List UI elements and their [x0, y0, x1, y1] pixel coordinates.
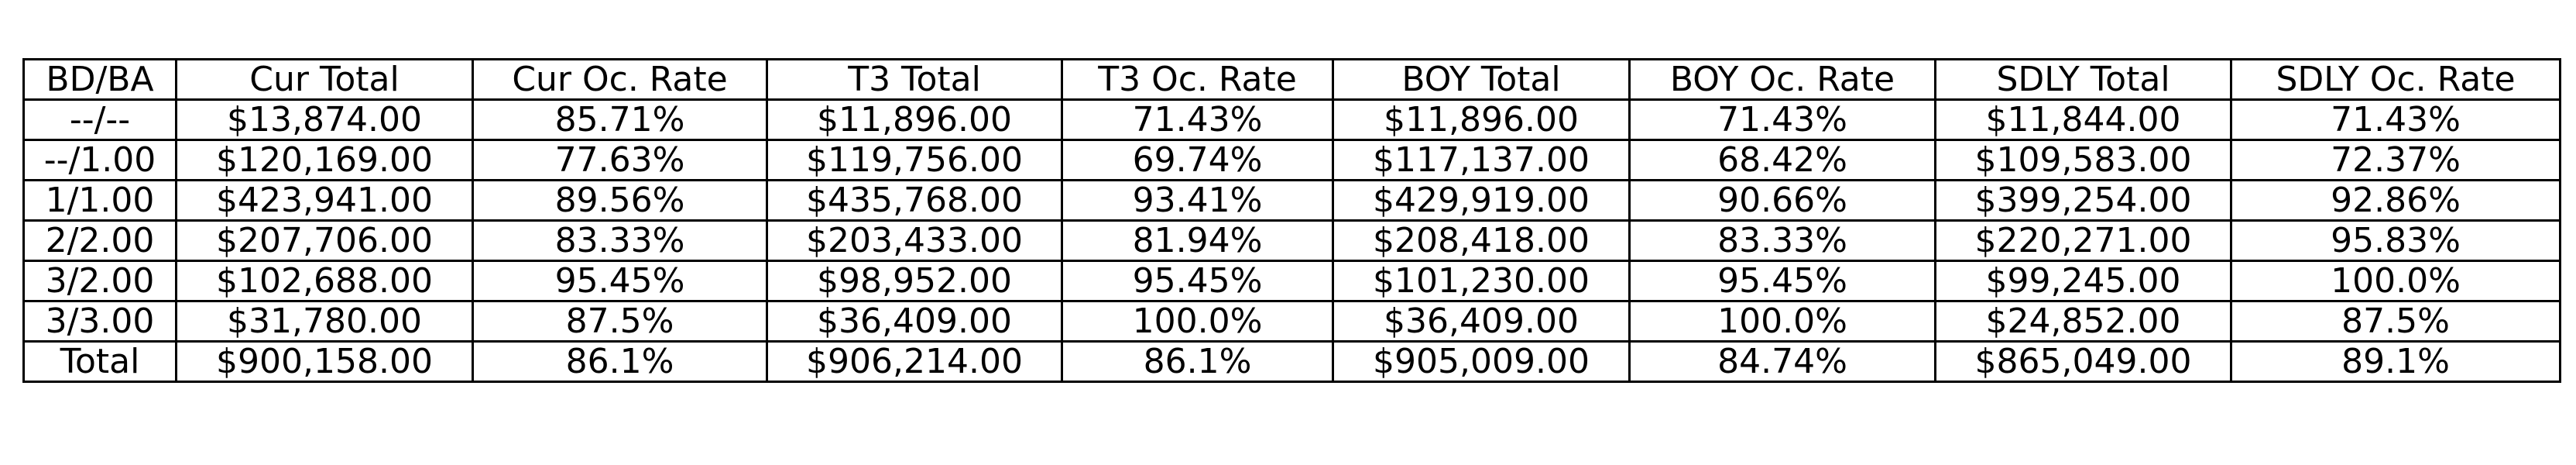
table-cell: $119,756.00: [766, 139, 1063, 181]
table-cell: 77.63%: [472, 139, 768, 181]
table-cell: 71.43%: [1061, 98, 1334, 141]
table-row: 3/3.00 $31,780.00 87.5% $36,409.00 100.0…: [22, 300, 2561, 343]
table-cell: 85.71%: [472, 98, 768, 141]
table-cell: $11,844.00: [1934, 98, 2232, 141]
table-row: --/1.00 $120,169.00 77.63% $119,756.00 6…: [22, 139, 2561, 181]
header-cell-sdly-total: SDLY Total: [1934, 58, 2232, 101]
table-cell: $36,409.00: [1332, 300, 1631, 343]
table-row: 3/2.00 $102,688.00 95.45% $98,952.00 95.…: [22, 260, 2561, 302]
table-cell: $865,049.00: [1934, 340, 2232, 383]
table-cell: 1/1.00: [22, 179, 177, 222]
table-cell: $905,009.00: [1332, 340, 1631, 383]
table-cell: $423,941.00: [175, 179, 474, 222]
table-cell: 89.56%: [472, 179, 768, 222]
table-cell: $435,768.00: [766, 179, 1063, 222]
table-cell: 81.94%: [1061, 219, 1334, 262]
table-cell: $399,254.00: [1934, 179, 2232, 222]
table-cell: 71.43%: [2230, 98, 2561, 141]
table-cell: Total: [22, 340, 177, 383]
table-cell: 89.1%: [2230, 340, 2561, 383]
table-cell: $117,137.00: [1332, 139, 1631, 181]
header-cell-boy-total: BOY Total: [1332, 58, 1631, 101]
table-cell: $208,418.00: [1332, 219, 1631, 262]
table-body: BD/BA Cur Total Cur Oc. Rate T3 Total T3…: [22, 58, 2561, 383]
table-cell: $101,230.00: [1332, 260, 1631, 302]
table-cell: $220,271.00: [1934, 219, 2232, 262]
table-cell: $207,706.00: [175, 219, 474, 262]
table-row: --/-- $13,874.00 85.71% $11,896.00 71.43…: [22, 98, 2561, 141]
table-cell: 87.5%: [2230, 300, 2561, 343]
header-cell-cur-total: Cur Total: [175, 58, 474, 101]
table-cell: $906,214.00: [766, 340, 1063, 383]
table-cell: 95.45%: [1061, 260, 1334, 302]
table-cell: $203,433.00: [766, 219, 1063, 262]
table-cell: 69.74%: [1061, 139, 1334, 181]
table-row: 2/2.00 $207,706.00 83.33% $203,433.00 81…: [22, 219, 2561, 262]
table-cell: 87.5%: [472, 300, 768, 343]
header-cell-bd-ba: BD/BA: [22, 58, 177, 101]
header-cell-cur-oc-rate: Cur Oc. Rate: [472, 58, 768, 101]
table-cell: 72.37%: [2230, 139, 2561, 181]
table-cell: 100.0%: [1061, 300, 1334, 343]
table-header-row: BD/BA Cur Total Cur Oc. Rate T3 Total T3…: [22, 58, 2561, 101]
table-cell: 95.45%: [1628, 260, 1936, 302]
header-cell-sdly-oc-rate: SDLY Oc. Rate: [2230, 58, 2561, 101]
table-cell: 68.42%: [1628, 139, 1936, 181]
table-cell: $11,896.00: [766, 98, 1063, 141]
header-cell-boy-oc-rate: BOY Oc. Rate: [1628, 58, 1936, 101]
table-cell: 95.45%: [472, 260, 768, 302]
table-cell: 2/2.00: [22, 219, 177, 262]
table-cell: $31,780.00: [175, 300, 474, 343]
table-cell: $24,852.00: [1934, 300, 2232, 343]
table-cell: $11,896.00: [1332, 98, 1631, 141]
table-cell: 93.41%: [1061, 179, 1334, 222]
table-cell: 83.33%: [1628, 219, 1936, 262]
table-cell: $102,688.00: [175, 260, 474, 302]
table-cell: $98,952.00: [766, 260, 1063, 302]
table-cell: --/--: [22, 98, 177, 141]
table-cell: $429,919.00: [1332, 179, 1631, 222]
table-cell: 84.74%: [1628, 340, 1936, 383]
table-row: 1/1.00 $423,941.00 89.56% $435,768.00 93…: [22, 179, 2561, 222]
table-cell: $13,874.00: [175, 98, 474, 141]
table-cell: 90.66%: [1628, 179, 1936, 222]
header-cell-t3-oc-rate: T3 Oc. Rate: [1061, 58, 1334, 101]
table-cell: 83.33%: [472, 219, 768, 262]
table-cell: 100.0%: [2230, 260, 2561, 302]
table-cell: --/1.00: [22, 139, 177, 181]
table-cell: $900,158.00: [175, 340, 474, 383]
table-cell: $36,409.00: [766, 300, 1063, 343]
table-cell: $99,245.00: [1934, 260, 2232, 302]
header-cell-t3-total: T3 Total: [766, 58, 1063, 101]
table-cell: 95.83%: [2230, 219, 2561, 262]
table-cell: 92.86%: [2230, 179, 2561, 222]
table-cell: 86.1%: [472, 340, 768, 383]
table-cell: 100.0%: [1628, 300, 1936, 343]
table-total-row: Total $900,158.00 86.1% $906,214.00 86.1…: [22, 340, 2561, 383]
table-cell: 3/2.00: [22, 260, 177, 302]
table-cell: 3/3.00: [22, 300, 177, 343]
table-cell: $109,583.00: [1934, 139, 2232, 181]
table-cell: 86.1%: [1061, 340, 1334, 383]
table-cell: 71.43%: [1628, 98, 1936, 141]
table-cell: $120,169.00: [175, 139, 474, 181]
occupancy-table: BD/BA Cur Total Cur Oc. Rate T3 Total T3…: [22, 58, 2561, 383]
